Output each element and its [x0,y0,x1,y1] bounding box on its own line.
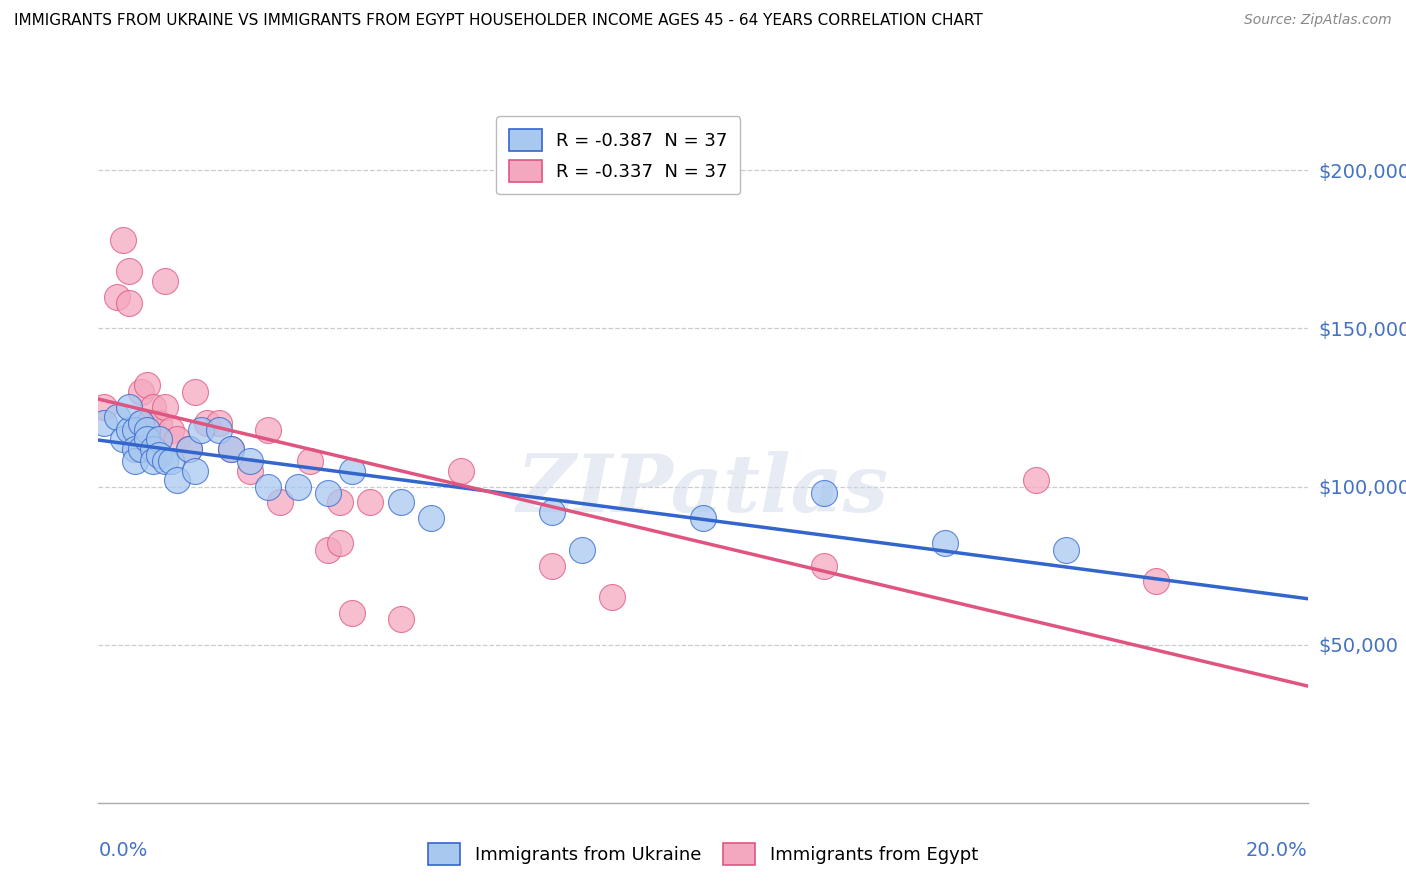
Point [208,423,231,437]
Point [184,464,207,478]
Text: 20.0%: 20.0% [1246,841,1308,860]
Point [1024,473,1046,487]
Point [148,448,170,462]
Point [153,401,176,415]
Point [299,454,322,468]
Point [160,423,183,437]
Point [105,409,128,424]
Point [118,296,141,310]
Point [124,423,146,437]
Point [135,432,157,446]
Point [129,417,152,431]
Point [190,423,212,437]
Point [135,378,157,392]
Point [316,542,339,557]
Legend: Immigrants from Ukraine, Immigrants from Egypt: Immigrants from Ukraine, Immigrants from… [418,832,988,876]
Point [450,464,472,478]
Point [166,473,188,487]
Point [135,423,157,437]
Point [316,486,339,500]
Point [142,454,165,468]
Point [329,536,352,550]
Point [148,432,170,446]
Point [93,401,115,415]
Point [540,505,562,519]
Point [166,432,188,446]
Point [118,264,141,278]
Text: 0.0%: 0.0% [98,841,148,860]
Point [934,536,956,550]
Point [160,454,183,468]
Point [221,442,243,456]
Point [105,290,128,304]
Point [148,417,170,431]
Point [813,486,835,500]
Text: IMMIGRANTS FROM UKRAINE VS IMMIGRANTS FROM EGYPT HOUSEHOLDER INCOME AGES 45 - 64: IMMIGRANTS FROM UKRAINE VS IMMIGRANTS FR… [14,13,983,29]
Point [111,233,134,247]
Point [142,401,165,415]
Point [93,417,115,431]
Point [1144,574,1167,589]
Point [153,454,176,468]
Point [142,442,165,456]
Point [256,423,278,437]
Legend: R = -0.387  N = 37, R = -0.337  N = 37: R = -0.387 N = 37, R = -0.337 N = 37 [496,116,740,194]
Text: ZIPatlas: ZIPatlas [517,451,889,528]
Point [208,417,231,431]
Point [118,423,141,437]
Point [389,495,412,509]
Point [195,417,218,431]
Point [153,274,176,288]
Point [420,511,443,525]
Point [342,606,364,620]
Point [342,464,364,478]
Point [239,464,262,478]
Point [184,384,207,399]
Point [571,542,593,557]
Point [329,495,352,509]
Point [256,479,278,493]
Point [360,495,382,509]
Point [129,384,152,399]
Point [111,432,134,446]
Point [124,432,146,446]
Point [118,401,141,415]
Point [813,558,835,573]
Point [692,511,714,525]
Point [179,442,201,456]
Point [287,479,309,493]
Point [269,495,291,509]
Point [179,442,201,456]
Point [142,423,165,437]
Point [221,442,243,456]
Point [239,454,262,468]
Point [124,454,146,468]
Point [129,417,152,431]
Point [1054,542,1077,557]
Point [602,591,624,605]
Point [389,612,412,626]
Point [129,442,152,456]
Text: Source: ZipAtlas.com: Source: ZipAtlas.com [1244,13,1392,28]
Point [540,558,562,573]
Point [124,442,146,456]
